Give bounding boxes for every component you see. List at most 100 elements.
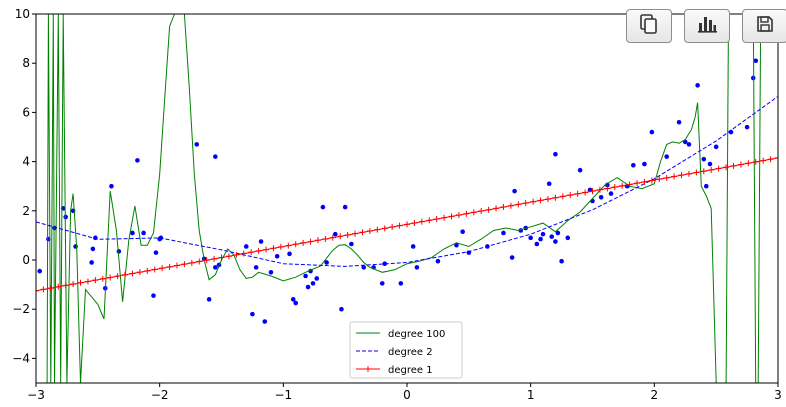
plus-marker bbox=[255, 247, 262, 254]
plus-marker bbox=[225, 253, 232, 260]
data-point bbox=[310, 281, 316, 286]
plus-marker bbox=[537, 197, 544, 204]
plus-marker bbox=[92, 277, 99, 284]
data-point bbox=[153, 250, 159, 255]
data-point bbox=[713, 144, 719, 150]
save-button[interactable] bbox=[742, 9, 786, 43]
plus-marker bbox=[62, 282, 69, 289]
data-point bbox=[151, 293, 156, 298]
legend: degree 100 degree 2 degree 1 bbox=[349, 321, 463, 379]
plus-marker bbox=[77, 279, 84, 286]
plus-marker bbox=[478, 208, 485, 215]
data-point bbox=[608, 191, 614, 196]
chart-button[interactable] bbox=[684, 9, 730, 43]
plus-marker bbox=[574, 190, 581, 197]
data-point bbox=[703, 183, 709, 189]
data-point bbox=[553, 239, 558, 244]
data-point bbox=[379, 281, 385, 286]
toolbar bbox=[626, 9, 786, 43]
plot-area bbox=[36, 14, 778, 383]
data-point bbox=[274, 254, 280, 259]
plus-marker bbox=[114, 273, 121, 280]
plus-marker bbox=[263, 246, 270, 253]
plus-marker bbox=[233, 251, 240, 258]
plus-marker bbox=[136, 269, 143, 276]
plus-marker bbox=[723, 164, 730, 171]
data-point bbox=[649, 129, 655, 135]
y-tick-label: −4 bbox=[12, 351, 30, 365]
data-point bbox=[642, 161, 647, 167]
data-point bbox=[460, 229, 465, 235]
plus-marker bbox=[426, 217, 433, 224]
plus-marker bbox=[656, 176, 663, 183]
data-point bbox=[414, 265, 420, 270]
plus-marker bbox=[582, 189, 589, 196]
plus-marker bbox=[752, 158, 759, 165]
plus-marker bbox=[530, 198, 537, 205]
data-point bbox=[631, 162, 636, 168]
data-point bbox=[268, 270, 274, 275]
plus-marker bbox=[760, 157, 767, 164]
plus-marker bbox=[715, 165, 722, 172]
data-point bbox=[559, 258, 564, 264]
x-tick-label: 3 bbox=[774, 388, 782, 402]
data-point bbox=[598, 194, 604, 200]
plus-marker bbox=[470, 209, 477, 216]
data-point bbox=[398, 281, 404, 286]
plus-marker bbox=[418, 218, 425, 225]
plus-marker bbox=[619, 182, 626, 189]
data-point bbox=[528, 235, 533, 241]
data-point bbox=[130, 230, 135, 236]
plus-marker bbox=[448, 213, 455, 220]
legend-box bbox=[349, 321, 463, 379]
plus-marker bbox=[493, 205, 500, 212]
x-tick-label: −3 bbox=[27, 388, 45, 402]
plus-marker bbox=[307, 238, 314, 245]
plus-marker bbox=[522, 200, 529, 207]
data-point bbox=[290, 297, 296, 302]
data-point bbox=[695, 83, 700, 88]
plus-marker bbox=[515, 201, 522, 208]
data-point bbox=[664, 154, 669, 159]
plus-marker bbox=[767, 156, 774, 163]
x-tick-label: −2 bbox=[151, 388, 169, 402]
data-point bbox=[303, 273, 308, 279]
plus-marker bbox=[240, 250, 247, 257]
ticks: −3 −2 −1 0 1 2 3 −4 −2 0 2 4 6 8 10 bbox=[12, 7, 782, 402]
data-point bbox=[512, 188, 517, 194]
plus-marker bbox=[36, 287, 39, 294]
plus-marker bbox=[648, 177, 655, 184]
copy-button[interactable] bbox=[626, 9, 672, 43]
y-tick-label: −2 bbox=[12, 302, 30, 316]
data-point bbox=[287, 251, 292, 257]
plus-marker bbox=[700, 168, 707, 175]
x-tick-label: −1 bbox=[274, 388, 292, 402]
plus-marker bbox=[745, 160, 752, 167]
legend-label: degree 100 bbox=[388, 329, 445, 340]
plus-marker bbox=[344, 231, 351, 238]
plus-marker bbox=[47, 285, 54, 292]
plus-marker bbox=[730, 162, 737, 169]
copy-icon bbox=[639, 13, 659, 39]
data-point bbox=[534, 241, 540, 247]
plus-marker bbox=[352, 230, 359, 237]
data-point bbox=[206, 297, 212, 302]
data-point bbox=[553, 151, 558, 157]
data-point bbox=[676, 119, 682, 125]
data-point bbox=[549, 234, 554, 239]
plus-marker bbox=[678, 172, 685, 179]
plus-marker bbox=[322, 235, 329, 242]
plus-marker bbox=[300, 239, 307, 246]
y-tick-label: 2 bbox=[22, 204, 30, 218]
plus-marker bbox=[396, 222, 403, 229]
y-tick-label: 8 bbox=[22, 56, 30, 70]
data-point bbox=[454, 242, 459, 248]
data-point bbox=[213, 265, 218, 270]
y-tick-label: 10 bbox=[15, 7, 30, 21]
data-point bbox=[565, 235, 571, 241]
data-point bbox=[293, 300, 299, 306]
plus-marker bbox=[248, 249, 255, 256]
data-point bbox=[262, 319, 268, 324]
plus-marker bbox=[500, 204, 507, 211]
